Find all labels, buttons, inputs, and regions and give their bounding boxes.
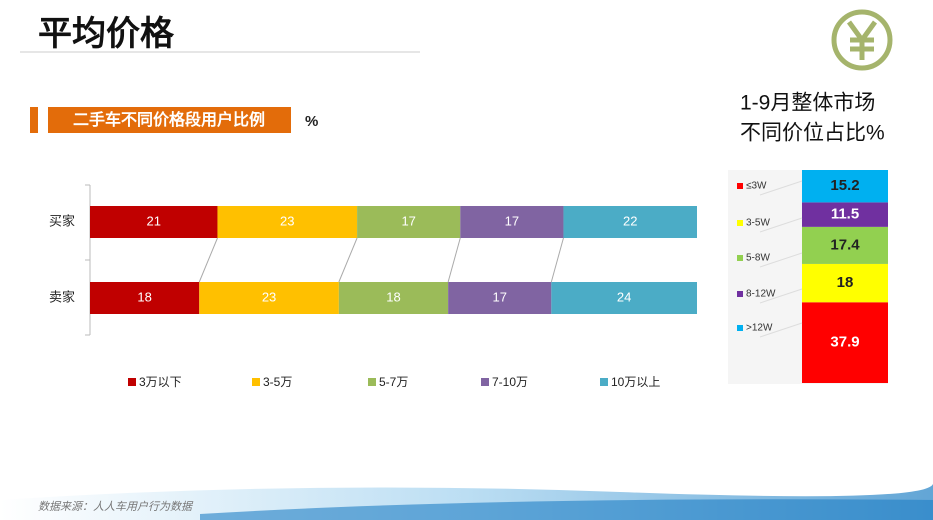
data-label: 11.5 bbox=[831, 206, 859, 223]
bar-segment bbox=[217, 206, 358, 238]
footer-wave bbox=[200, 499, 933, 520]
data-label: 18 bbox=[137, 289, 151, 304]
data-label: 23 bbox=[262, 289, 276, 304]
legend-swatch bbox=[737, 291, 743, 297]
data-label: 18 bbox=[386, 289, 400, 304]
bar-segment bbox=[802, 263, 888, 303]
data-label: 24 bbox=[617, 289, 631, 304]
yen-icon bbox=[831, 9, 893, 71]
bar-segment bbox=[448, 282, 552, 314]
data-label: 17 bbox=[401, 213, 415, 228]
legend-label: 5-7万 bbox=[379, 375, 408, 389]
bar-segment bbox=[199, 282, 339, 314]
legend-swatch bbox=[737, 183, 743, 189]
data-label: 21 bbox=[147, 213, 161, 228]
category-label: 卖家 bbox=[49, 289, 75, 304]
legend-swatch bbox=[737, 325, 743, 331]
connector-line bbox=[447, 237, 461, 283]
legend-leader bbox=[759, 217, 803, 233]
bar-segment bbox=[551, 282, 697, 314]
data-label: 23 bbox=[280, 213, 294, 228]
bar-segment bbox=[802, 226, 888, 264]
bar-segment bbox=[802, 302, 888, 383]
data-label: 18 bbox=[837, 274, 854, 291]
legend-swatch bbox=[481, 378, 489, 386]
legend-swatch bbox=[252, 378, 260, 386]
legend-label: 3-5万 bbox=[263, 375, 292, 389]
data-label: 17 bbox=[492, 289, 506, 304]
data-label: 15.2 bbox=[830, 177, 859, 194]
bar-segment bbox=[90, 206, 218, 238]
connector-line bbox=[550, 237, 564, 283]
legend-label: ≤3W bbox=[746, 181, 767, 192]
source-note: 数据来源：人人车用户行为数据 bbox=[38, 500, 194, 513]
legend-leader bbox=[759, 180, 803, 196]
legend-label: 7-10万 bbox=[492, 375, 528, 389]
bar-segment bbox=[90, 282, 200, 314]
subtitle-box bbox=[48, 107, 291, 133]
chart-title: 1-9月整体市场 bbox=[740, 92, 875, 115]
legend-label: 10万以上 bbox=[611, 375, 660, 389]
legend-leader bbox=[759, 252, 803, 268]
legend-leader bbox=[759, 322, 803, 338]
legend-label: 3-5W bbox=[746, 218, 770, 229]
data-label: 37.9 bbox=[830, 334, 859, 351]
data-label: 17.4 bbox=[830, 236, 860, 253]
legend-swatch bbox=[737, 220, 743, 226]
page-title: 平均价格 bbox=[38, 15, 175, 53]
legend-label: 5-8W bbox=[746, 253, 770, 264]
bar-segment bbox=[357, 206, 461, 238]
chart-title: 二手车不同价格段用户比例 bbox=[73, 110, 265, 129]
tab-accent bbox=[30, 107, 38, 133]
legend-swatch bbox=[368, 378, 376, 386]
unit-label: % bbox=[305, 113, 318, 130]
legend-swatch bbox=[737, 255, 743, 261]
legend-swatch bbox=[600, 378, 608, 386]
data-label: 17 bbox=[505, 213, 519, 228]
legend-label: 3万以下 bbox=[139, 375, 182, 389]
data-label: 22 bbox=[623, 213, 637, 228]
connector-line bbox=[198, 237, 218, 283]
legend-label: >12W bbox=[746, 323, 773, 334]
legend-leader bbox=[759, 288, 803, 304]
bar-segment bbox=[802, 170, 888, 203]
bar-segment bbox=[460, 206, 564, 238]
bar-segment bbox=[338, 282, 449, 314]
connector-line bbox=[338, 237, 358, 283]
bar-segment bbox=[802, 202, 888, 227]
legend-label: 8-12W bbox=[746, 289, 776, 300]
chart-title: 不同价位占比% bbox=[740, 122, 885, 145]
category-label: 买家 bbox=[49, 213, 75, 228]
legend-swatch bbox=[128, 378, 136, 386]
bar-segment bbox=[563, 206, 697, 238]
